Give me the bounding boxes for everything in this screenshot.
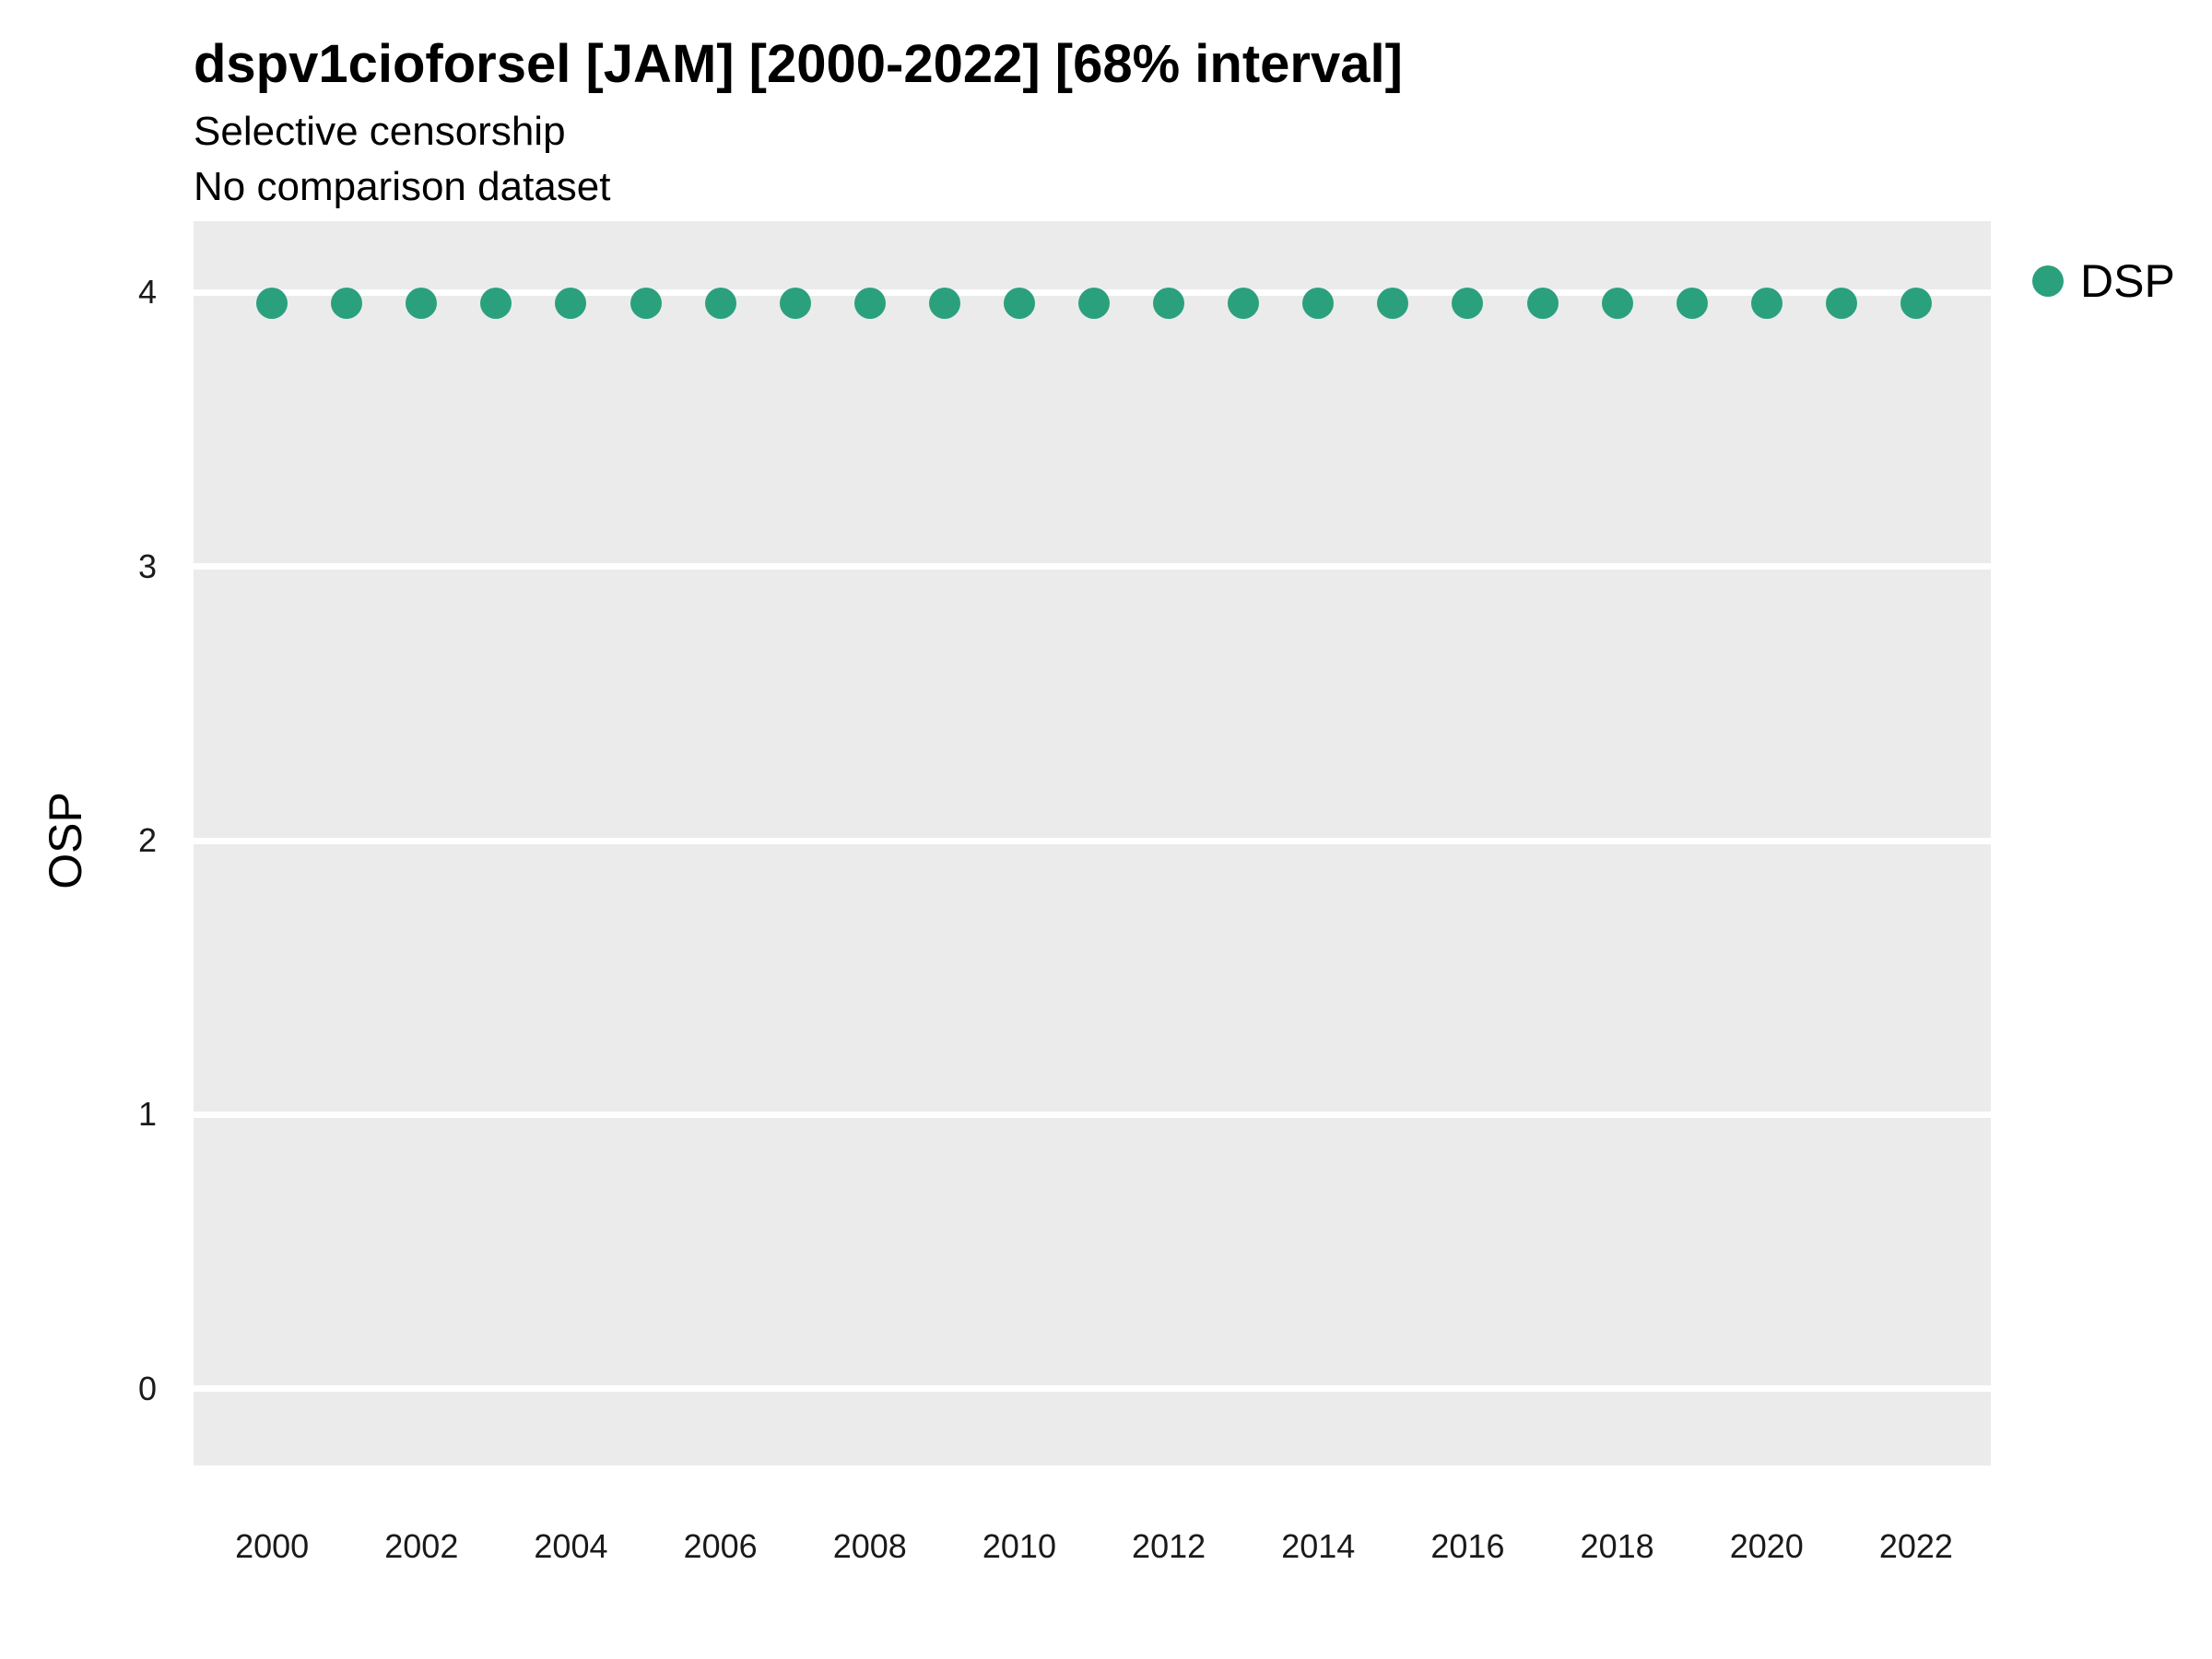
x-tick-label-2006: 2006 (683, 1527, 758, 1565)
data-point-DSP-2015 (1377, 288, 1409, 320)
data-point-DSP-2004 (555, 288, 587, 320)
gridline-y-2 (194, 837, 1991, 844)
x-tick-label-2016: 2016 (1430, 1527, 1505, 1565)
y-tick-label-0: 0 (137, 1369, 157, 1407)
gridline-y-1 (194, 1111, 1991, 1118)
x-tick-label-2002: 2002 (384, 1527, 459, 1565)
data-point-DSP-2010 (1003, 288, 1035, 320)
x-tick-label-2008: 2008 (832, 1527, 907, 1565)
x-tick-label-2012: 2012 (1132, 1527, 1206, 1565)
data-point-DSP-2019 (1676, 288, 1708, 320)
x-tick-label-2004: 2004 (534, 1527, 608, 1565)
data-point-DSP-2000 (256, 288, 288, 320)
chart-subtitle-line2: No comparison dataset (194, 164, 611, 209)
data-point-DSP-2011 (1078, 288, 1111, 320)
x-tick-label-2022: 2022 (1878, 1527, 1953, 1565)
data-point-DSP-2013 (1228, 288, 1260, 320)
legend: DSP (2032, 254, 2175, 308)
y-tick-label-4: 4 (137, 273, 157, 312)
data-point-DSP-2012 (1153, 288, 1185, 320)
y-tick-label-2: 2 (137, 821, 157, 860)
y-tick-label-3: 3 (137, 547, 157, 585)
data-point-DSP-2002 (406, 288, 438, 320)
data-point-DSP-2022 (1900, 288, 1932, 320)
data-point-DSP-2018 (1601, 288, 1633, 320)
gridline-y-3 (194, 563, 1991, 571)
x-tick-label-2014: 2014 (1281, 1527, 1356, 1565)
data-point-DSP-2005 (629, 288, 662, 320)
x-tick-label-2000: 2000 (235, 1527, 310, 1565)
data-point-DSP-2007 (779, 288, 811, 320)
x-tick-label-2020: 2020 (1729, 1527, 1804, 1565)
data-point-DSP-2003 (480, 288, 512, 320)
legend-label: DSP (2080, 255, 2175, 307)
gridline-y-0 (194, 1385, 1991, 1393)
data-point-DSP-2008 (853, 288, 886, 320)
data-point-DSP-2009 (928, 288, 960, 320)
plot-panel (194, 221, 1991, 1465)
data-point-DSP-2006 (704, 288, 736, 320)
data-point-DSP-2020 (1750, 288, 1783, 320)
data-point-DSP-2014 (1302, 288, 1335, 320)
data-point-DSP-2017 (1526, 288, 1559, 320)
y-tick-label-1: 1 (137, 1095, 157, 1134)
data-point-DSP-2021 (1825, 288, 1857, 320)
legend-point-icon (2032, 265, 2064, 297)
x-tick-label-2018: 2018 (1580, 1527, 1654, 1565)
data-point-DSP-2016 (1452, 288, 1484, 320)
x-tick-label-2010: 2010 (982, 1527, 1056, 1565)
data-point-DSP-2001 (331, 288, 363, 320)
chart-subtitle-line1: Selective censorship (194, 109, 566, 154)
chart-title: dspv1cioforsel [JAM] [2000-2022] [68% in… (194, 34, 1403, 94)
